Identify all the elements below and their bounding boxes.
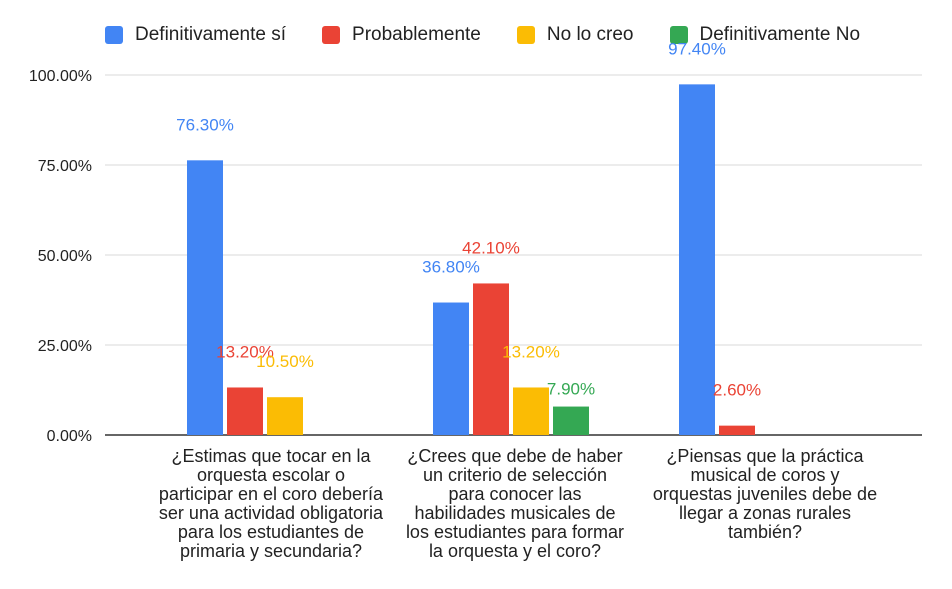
category-label-2: ¿Crees que debe de haber un criterio de … [405, 446, 625, 561]
legend-item-definitivamente-si: Definitivamente sí [105, 24, 286, 46]
bar-3-series-1 [679, 84, 715, 436]
y-tick-label: 0.00% [47, 428, 92, 445]
category-label-3: ¿Piensas que la práctica musical de coro… [652, 446, 878, 542]
legend-swatch-no-lo-creo [516, 26, 535, 44]
legend-item-definitivamente-no: Definitivamente No [669, 24, 861, 46]
legend-item-no-lo-creo: No lo creo [516, 24, 634, 46]
data-label: 7.90% [547, 380, 595, 399]
bar-3-series-2 [719, 425, 755, 435]
legend-label-definitivamente-no: Definitivamente No [699, 24, 861, 45]
data-label: 2.60% [713, 381, 761, 400]
legend-label-no-lo-creo: No lo creo [546, 24, 634, 45]
data-label: 13.20% [216, 342, 274, 361]
legend-swatch-definitivamente-no [669, 26, 688, 44]
data-label: 13.20% [502, 342, 560, 361]
data-label: 36.80% [422, 258, 480, 277]
category-label-1: ¿Estimas que tocar en la orquesta escola… [158, 446, 384, 561]
bar-2-series-1 [433, 302, 469, 435]
bar-2-series-4 [553, 406, 589, 435]
bar-1-series-1 [187, 160, 223, 435]
legend-swatch-probablemente [322, 26, 341, 44]
y-tick-label: 50.00% [38, 248, 92, 265]
legend-swatch-definitivamente-si [105, 26, 123, 44]
data-label: 42.10% [462, 238, 520, 257]
bar-2-series-3 [513, 387, 549, 435]
legend-item-probablemente: Probablemente [322, 24, 481, 46]
legend-label-definitivamente-si: Definitivamente sí [135, 24, 287, 45]
y-tick-label: 25.00% [38, 338, 92, 355]
chart-legend: Definitivamente sí Probablemente No lo c… [105, 24, 896, 46]
y-tick-label: 100.00% [29, 68, 92, 85]
bar-1-series-2 [227, 387, 263, 435]
legend-label-probablemente: Probablemente [352, 24, 481, 45]
data-label: 76.30% [176, 115, 234, 134]
y-tick-label: 75.00% [38, 158, 92, 175]
bar-2-series-2 [473, 283, 509, 435]
bar-1-series-3 [267, 397, 303, 435]
data-label: 97.40% [668, 39, 726, 58]
data-label: 10.50% [256, 352, 314, 371]
